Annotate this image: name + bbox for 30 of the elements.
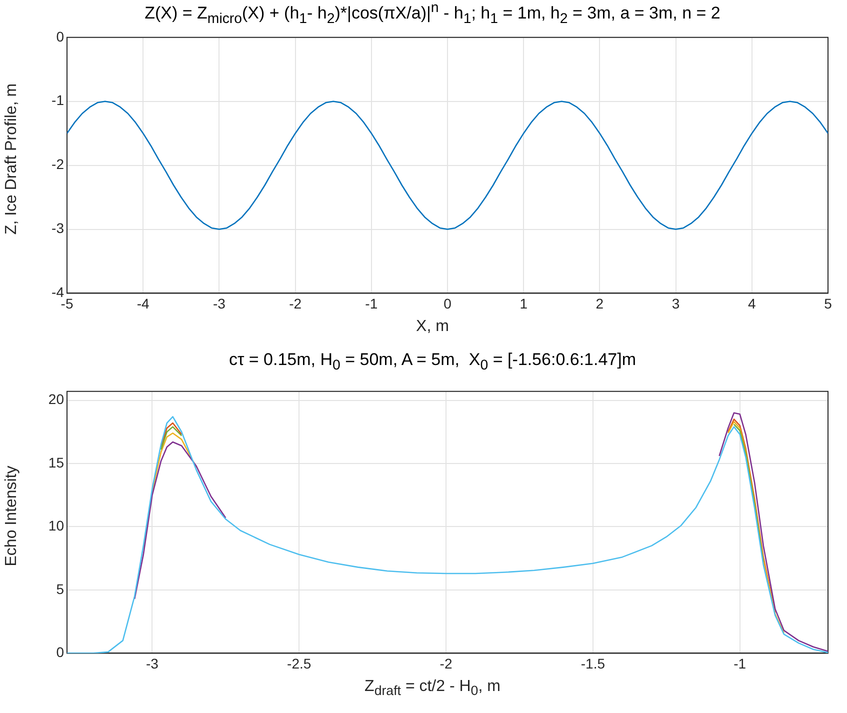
x-tick-label: 0 [444, 295, 452, 312]
y-tick-label: 5 [56, 580, 64, 597]
x-tick-label: -1.5 [580, 655, 606, 672]
chart-title: Z(X) = Z$_{micro}$(X) + (h$_{1}$- h$_{2}$)*|cos(πX/a)|$^{n}$ - h$_{1}$; h$_{1}$ = 1m, h$_{2}$ = 3m, a = 3m, n = 2 [144, 0, 720, 28]
x-tick-label: -2.5 [287, 655, 312, 672]
y-tick-label: 15 [48, 454, 64, 470]
y-tick-label: 0 [56, 28, 64, 44]
x-axis-title: X, m [415, 318, 450, 336]
x-tick-label: 4 [748, 295, 756, 312]
y-tick-label: 0 [56, 644, 64, 660]
x-tick-label: -3 [146, 655, 159, 672]
y-tick-label: -1 [52, 92, 64, 108]
x-tick-label: -1 [365, 295, 378, 312]
y-axis-title: Z, Ice Draft Profile, m [3, 83, 21, 235]
x-tick-label: -2 [440, 655, 452, 672]
chart-title: cτ = 0.15m, H$_{0}$ = 50m, A = 5m, X$_{0}$ = [-1.56:0.6:1.47]m [228, 350, 638, 374]
x-tick-label: -4 [136, 295, 150, 312]
x-tick-label: 2 [596, 295, 604, 312]
x-tick-label: 1 [520, 295, 528, 312]
x-axis-title: Z$_{draft}$ = ct/2 - H$_{0}$, m [364, 678, 502, 698]
y-tick-label: -2 [52, 156, 64, 172]
y-tick-label: -3 [52, 220, 64, 236]
y-tick-label: 20 [48, 391, 64, 408]
x-tick-label: -1 [734, 655, 746, 672]
x-tick-label: 5 [824, 295, 832, 312]
x-tick-label: -2 [289, 295, 302, 312]
y-axis-title: Echo Intensity [3, 466, 21, 566]
x-tick-label: -3 [212, 295, 226, 312]
y-tick-label: 10 [48, 518, 64, 534]
x-tick-label: 3 [672, 295, 680, 312]
